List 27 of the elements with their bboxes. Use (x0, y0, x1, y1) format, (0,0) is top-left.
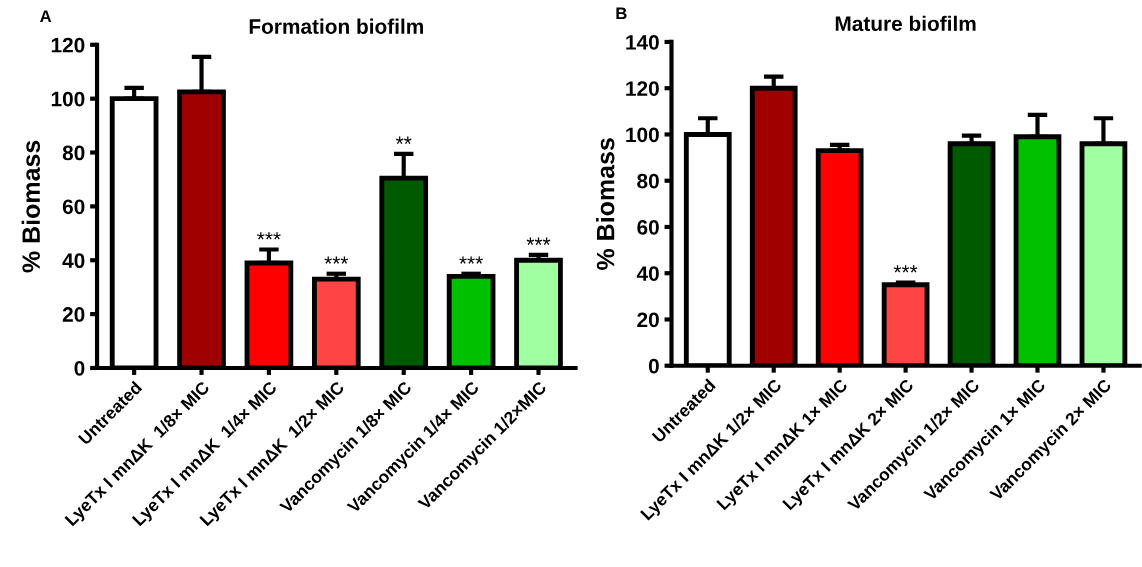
y-tick-label: 40 (62, 253, 85, 269)
y-tick-label: 60 (62, 199, 85, 215)
annotation: *** (526, 237, 551, 245)
y-axis-title: % Biomass (21, 140, 41, 273)
y-tick-label: 100 (626, 127, 659, 143)
y-tick-label: 60 (637, 219, 659, 235)
y-tick-label: 0 (648, 358, 659, 374)
y-tick-label: 100 (51, 91, 85, 107)
y-tick-label: 80 (62, 145, 85, 161)
text: A (40, 10, 52, 22)
chart-title: Mature biofilm (835, 15, 976, 32)
chart-title: Formation biofilm (249, 18, 423, 34)
y-tick-label: 40 (636, 266, 659, 281)
annotation: *** (324, 256, 349, 264)
annotation: ** (395, 136, 412, 144)
y-tick-label: 20 (637, 312, 659, 328)
y-tick-label: 0 (74, 360, 85, 376)
text: B (616, 7, 627, 20)
y-tick-label: 20 (62, 307, 85, 322)
y-axis-title: % Biomass (596, 138, 615, 270)
annotation: *** (459, 256, 483, 264)
y-tick-label: 140 (626, 34, 659, 50)
annotation: *** (257, 232, 281, 240)
annotation: *** (893, 265, 918, 273)
y-tick-label: 120 (626, 81, 659, 96)
y-tick-label: 120 (51, 37, 85, 53)
y-tick-label: 80 (637, 173, 659, 189)
